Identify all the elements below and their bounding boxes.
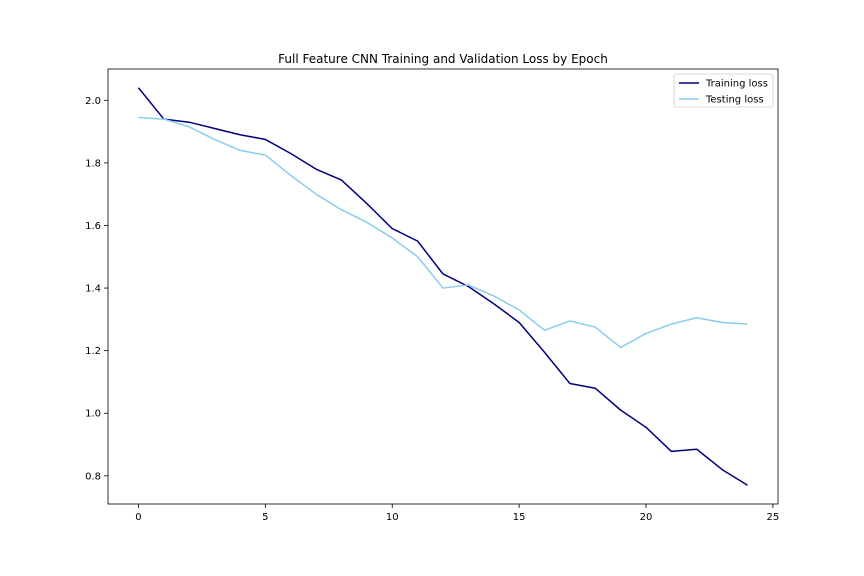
legend-label: Testing loss — [705, 95, 764, 106]
plot-area: 0 5 10 15 20 25 0.8 1.0 1.2 1.4 1.6 1.8 2.0 Training … — [85, 68, 780, 523]
y-tick-label: 0.8 — [85, 471, 101, 482]
y-tick-label: 1.2 — [85, 346, 101, 357]
x-tick-label: 20 — [640, 512, 653, 523]
series-line-testing-loss — [138, 116, 748, 349]
y-tick-label: 1.6 — [85, 221, 101, 232]
axes-frame — [107, 68, 779, 505]
y-tick-label: 2.0 — [85, 96, 101, 107]
x-tick-label: 25 — [767, 512, 780, 523]
legend-label: Training loss — [705, 79, 768, 90]
series-line-training-loss — [137, 87, 748, 486]
y-tick-label: 1.8 — [85, 158, 101, 169]
y-tick-label: 1.4 — [85, 284, 101, 295]
chart-title: Full Feature CNN Training and Validation… — [278, 52, 608, 66]
x-tick-label: 0 — [135, 512, 141, 523]
x-tick-label: 10 — [386, 512, 399, 523]
x-tick-label: 15 — [513, 512, 526, 523]
x-tick-label: 5 — [262, 512, 268, 523]
y-tick-label: 1.0 — [85, 409, 101, 420]
